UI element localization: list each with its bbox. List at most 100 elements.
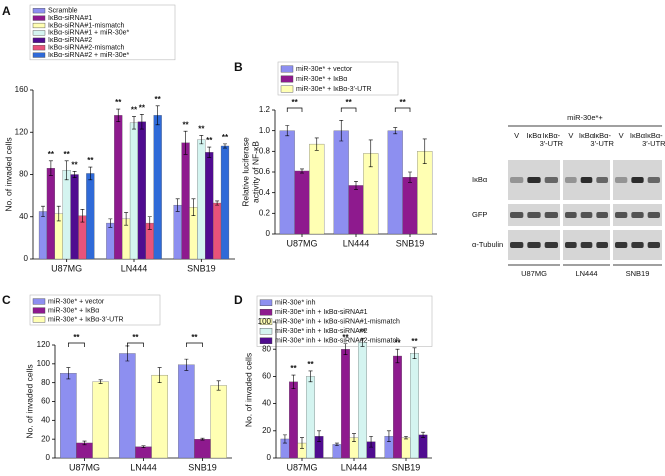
bar: [129, 122, 139, 260]
legend-swatch: [32, 8, 46, 14]
row-label: IκBα: [472, 175, 488, 184]
blot-band: [615, 212, 628, 218]
error-bar: [421, 431, 426, 438]
blot-band: [527, 177, 541, 183]
y-tick-label: 100: [258, 317, 272, 326]
y-axis-title: Relative luciferase: [240, 137, 250, 207]
significance: **: [64, 150, 71, 159]
y-tick-label: 1.0: [259, 126, 271, 135]
blot-band: [596, 212, 608, 218]
y-axis-title: activity of NF-κB: [250, 141, 260, 203]
bar: [137, 121, 146, 260]
bar: [402, 177, 418, 235]
row-label: α-Tubulin: [472, 240, 503, 249]
group-label: SNB19: [626, 269, 650, 278]
error-bar: [64, 160, 69, 181]
significance: **: [222, 133, 229, 142]
legend-label: miR-30e* + vector: [48, 298, 105, 305]
blot-band: [580, 212, 593, 218]
bracket: [286, 107, 303, 112]
legend-label: miR-30e* + vector: [296, 66, 353, 73]
y-tick-label: 60: [41, 397, 50, 406]
significance: **: [71, 160, 78, 169]
legend-swatch: [280, 85, 294, 93]
bar: [205, 152, 214, 260]
bar: [106, 222, 115, 260]
significance: **: [290, 364, 297, 373]
bar: [197, 139, 206, 260]
group-label: LN444: [575, 269, 597, 278]
significance: **: [206, 136, 213, 145]
significance: **: [307, 360, 314, 369]
y-axis-title: No. of invaded cells: [24, 364, 34, 438]
error-bar: [368, 139, 373, 168]
bar: [358, 342, 367, 459]
error-bar: [191, 198, 196, 216]
error-bar: [408, 171, 412, 183]
significance: **: [359, 327, 366, 336]
y-tick-label: 1.2: [259, 105, 271, 114]
y-tick-label: 0.8: [259, 146, 271, 155]
blot-band: [580, 242, 593, 248]
error-bar: [215, 200, 220, 206]
bar: [306, 376, 315, 459]
bar: [86, 173, 95, 260]
legend-label: miR-30e* + IκBα: [296, 76, 347, 83]
lane-label: IκBα-: [542, 131, 560, 140]
blot-band: [565, 242, 577, 248]
legend-box: [29, 294, 161, 326]
bar: [332, 444, 342, 459]
row-label: GFP: [472, 210, 487, 219]
error-bar: [369, 435, 374, 448]
legend-swatch: [32, 307, 46, 314]
legend-label: miR-30e* inh + IκBα-siRNA#1-mismatch: [275, 319, 400, 326]
lane-label: 3′-UTR: [642, 139, 665, 148]
y-tick-label: 120: [37, 340, 51, 349]
lane-label: IκBα: [526, 131, 542, 140]
error-bar: [72, 171, 77, 178]
x-tick-label: U87MG: [69, 462, 100, 472]
blot-band: [631, 212, 644, 218]
x-tick-label: LN444: [341, 462, 368, 472]
y-tick-label: 160: [15, 85, 29, 94]
x-tick-label: LN444: [121, 263, 148, 273]
legend-box: [256, 295, 433, 347]
legend-label: miR-30e* inh + IκBα-siRNA#2: [275, 328, 368, 335]
group-label: U87MG: [521, 269, 547, 278]
bar: [418, 434, 428, 459]
error-bar: [124, 212, 129, 226]
significance: **: [411, 337, 418, 346]
error-bar: [422, 138, 427, 165]
error-bar: [334, 442, 339, 447]
legend-swatch: [32, 22, 46, 29]
bracket: [186, 342, 203, 347]
error-bar: [199, 135, 204, 145]
error-bar: [282, 434, 287, 444]
y-tick-label: 0.2: [259, 208, 271, 217]
significance: **: [155, 95, 162, 104]
blot-band: [565, 212, 577, 218]
bar: [294, 170, 310, 235]
blot-band: [544, 212, 558, 218]
error-bar: [98, 379, 103, 384]
error-bar: [317, 430, 322, 442]
y-axis-title: No. of invaded cells: [243, 353, 253, 427]
y-tick-label: 0.4: [259, 188, 271, 197]
y-tick-label: 20: [262, 426, 271, 435]
x-tick-label: U87MG: [286, 462, 317, 472]
y-tick-label: 0: [266, 229, 271, 238]
lane-label: 3′-UTR: [540, 139, 564, 148]
error-bar: [207, 146, 212, 158]
blot-band: [510, 242, 524, 248]
bar: [387, 130, 403, 235]
legend-swatch: [32, 37, 46, 43]
bar: [410, 353, 419, 459]
error-bar: [183, 130, 188, 155]
bar: [38, 211, 48, 260]
bar: [119, 353, 136, 459]
blot-band: [510, 212, 524, 218]
significance: **: [115, 98, 122, 107]
blot-band: [565, 177, 577, 183]
legend-swatch: [259, 328, 273, 335]
error-bar: [314, 137, 319, 151]
